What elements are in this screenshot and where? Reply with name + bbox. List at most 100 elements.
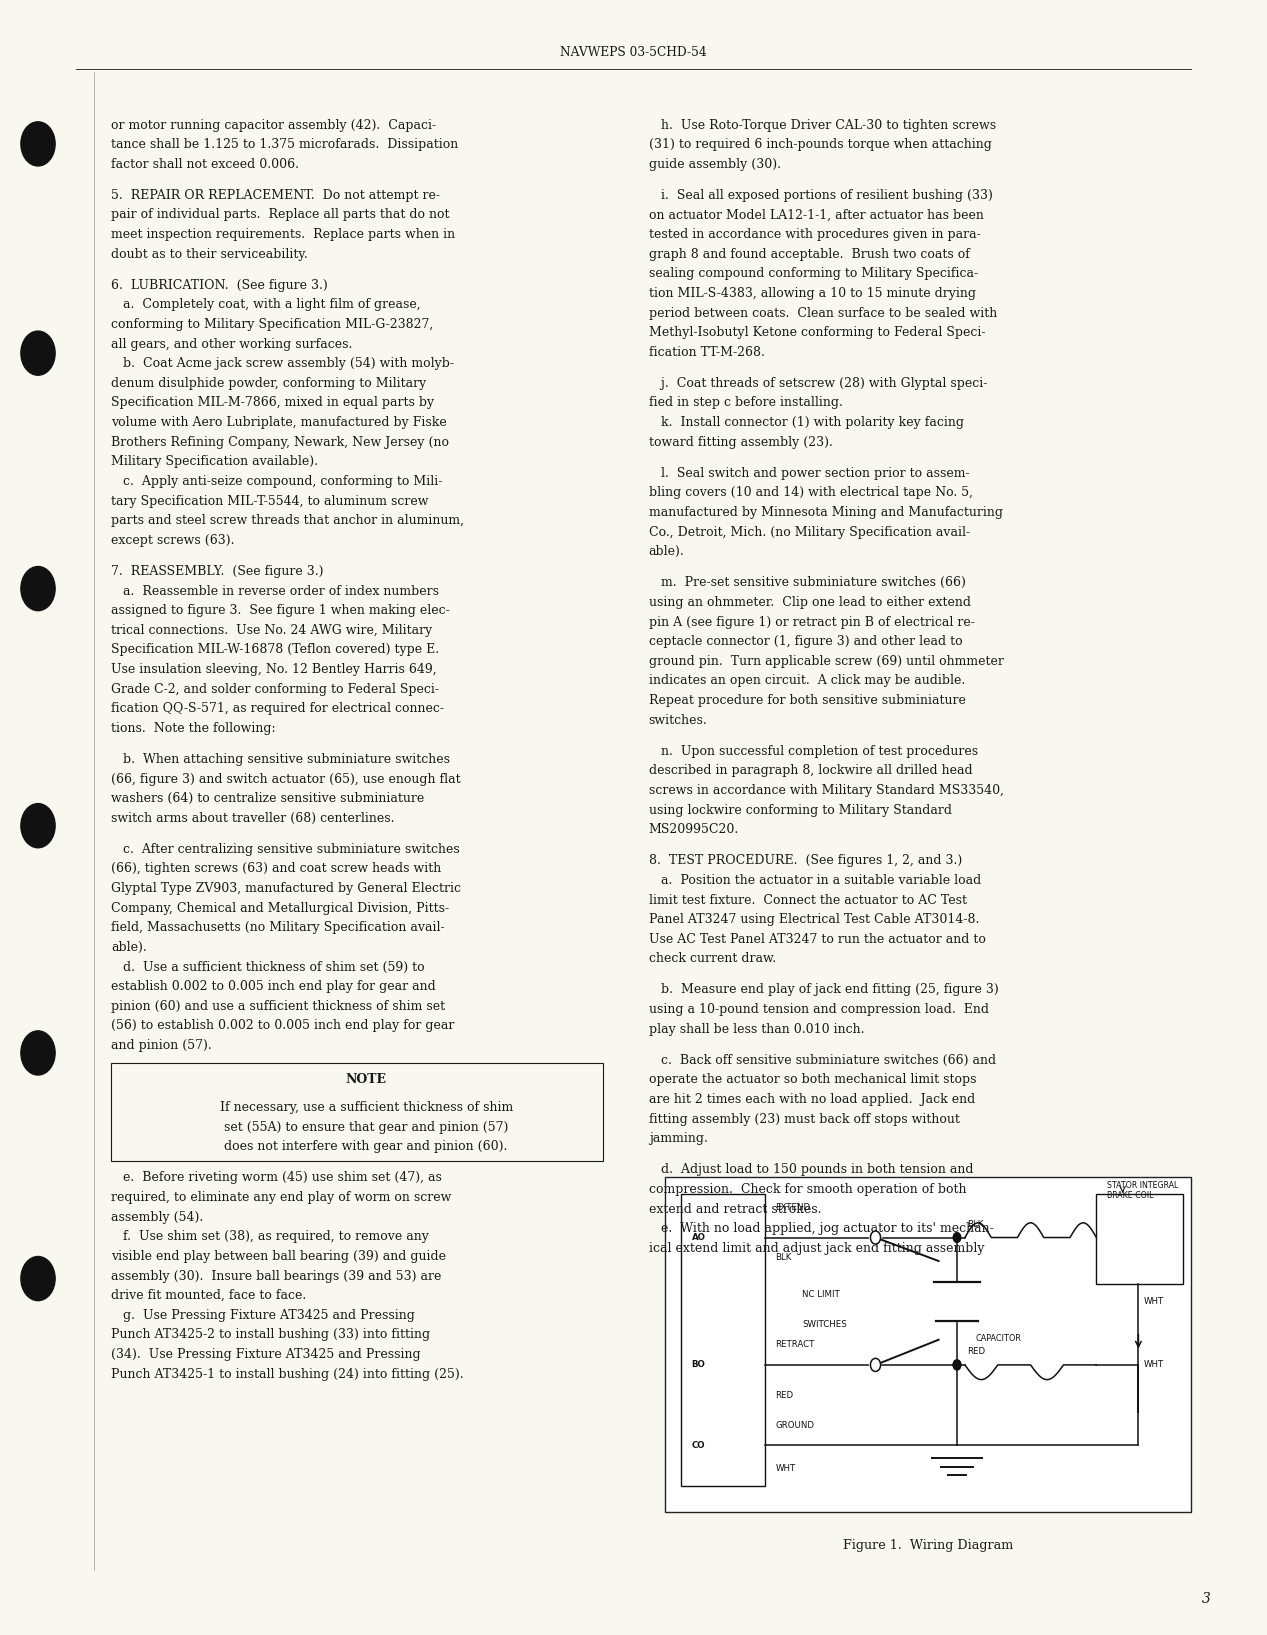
Text: drive fit mounted, face to face.: drive fit mounted, face to face. [111, 1288, 307, 1301]
Text: ical extend limit and adjust jack end fitting assembly: ical extend limit and adjust jack end fi… [649, 1243, 984, 1254]
Text: fication QQ-S-571, as required for electrical connec-: fication QQ-S-571, as required for elect… [111, 703, 445, 714]
Text: g.  Use Pressing Fixture AT3425 and Pressing: g. Use Pressing Fixture AT3425 and Press… [111, 1308, 416, 1321]
Text: visible end play between ball bearing (39) and guide: visible end play between ball bearing (3… [111, 1249, 446, 1262]
Text: pinion (60) and use a sufficient thickness of shim set: pinion (60) and use a sufficient thickne… [111, 999, 446, 1012]
Text: 7.  REASSEMBLY.  (See figure 3.): 7. REASSEMBLY. (See figure 3.) [111, 566, 324, 577]
Text: fication TT-M-268.: fication TT-M-268. [649, 345, 764, 358]
Circle shape [953, 1233, 960, 1243]
Text: Punch AT3425-1 to install bushing (24) into fitting (25).: Punch AT3425-1 to install bushing (24) i… [111, 1367, 464, 1380]
Text: tions.  Note the following:: tions. Note the following: [111, 721, 276, 734]
Text: Glyptal Type ZV903, manufactured by General Electric: Glyptal Type ZV903, manufactured by Gene… [111, 881, 461, 894]
Text: indicates an open circuit.  A click may be audible.: indicates an open circuit. A click may b… [649, 674, 965, 687]
Text: WHT: WHT [775, 1465, 796, 1473]
Text: extend and retract strokes.: extend and retract strokes. [649, 1202, 821, 1215]
Text: (66, figure 3) and switch actuator (65), use enough flat: (66, figure 3) and switch actuator (65),… [111, 773, 461, 785]
Text: a.  Position the actuator in a suitable variable load: a. Position the actuator in a suitable v… [649, 873, 981, 886]
Text: Specification MIL-W-16878 (Teflon covered) type E.: Specification MIL-W-16878 (Teflon covere… [111, 643, 440, 656]
Text: Specification MIL-M-7866, mixed in equal parts by: Specification MIL-M-7866, mixed in equal… [111, 397, 435, 409]
Text: fied in step c before installing.: fied in step c before installing. [649, 397, 843, 409]
Text: screws in accordance with Military Standard MS33540,: screws in accordance with Military Stand… [649, 785, 1003, 796]
Text: tary Specification MIL-T-5544, to aluminum screw: tary Specification MIL-T-5544, to alumin… [111, 494, 430, 507]
Text: b.  Measure end play of jack end fitting (25, figure 3): b. Measure end play of jack end fitting … [649, 983, 998, 996]
Text: play shall be less than 0.010 inch.: play shall be less than 0.010 inch. [649, 1024, 864, 1035]
Text: GROUND: GROUND [775, 1421, 815, 1429]
Text: using lockwire conforming to Military Standard: using lockwire conforming to Military St… [649, 804, 952, 816]
Text: (31) to required 6 inch-pounds torque when attaching: (31) to required 6 inch-pounds torque wh… [649, 137, 992, 150]
Text: using an ohmmeter.  Clip one lead to either extend: using an ohmmeter. Clip one lead to eith… [649, 597, 971, 608]
Text: BLK: BLK [775, 1252, 792, 1262]
Text: WHT: WHT [1144, 1297, 1164, 1306]
Text: switch arms about traveller (68) centerlines.: switch arms about traveller (68) centerl… [111, 811, 395, 824]
Text: washers (64) to centralize sensitive subminiature: washers (64) to centralize sensitive sub… [111, 791, 424, 804]
Text: d.  Adjust load to 150 pounds in both tension and: d. Adjust load to 150 pounds in both ten… [649, 1164, 973, 1176]
Text: fitting assembly (23) must back off stops without: fitting assembly (23) must back off stop… [649, 1112, 959, 1125]
Text: f.  Use shim set (38), as required, to remove any: f. Use shim set (38), as required, to re… [111, 1230, 430, 1243]
Text: RED: RED [775, 1390, 793, 1400]
Text: Panel AT3247 using Electrical Test Cable AT3014-8.: Panel AT3247 using Electrical Test Cable… [649, 912, 979, 925]
Bar [1096, 1194, 1183, 1285]
Text: Brothers Refining Company, Newark, New Jersey (no: Brothers Refining Company, Newark, New J… [111, 435, 450, 448]
Text: establish 0.002 to 0.005 inch end play for gear and: establish 0.002 to 0.005 inch end play f… [111, 979, 436, 992]
Text: CAPACITOR: CAPACITOR [976, 1334, 1021, 1342]
Text: SWITCHES: SWITCHES [802, 1319, 846, 1329]
Text: m.  Pre-set sensitive subminiature switches (66): m. Pre-set sensitive subminiature switch… [649, 576, 965, 589]
Text: ground pin.  Turn applicable screw (69) until ohmmeter: ground pin. Turn applicable screw (69) u… [649, 654, 1003, 667]
Text: NAVWEPS 03-5CHD-54: NAVWEPS 03-5CHD-54 [560, 46, 707, 59]
Circle shape [20, 1030, 56, 1076]
Bar [665, 1177, 1191, 1512]
Circle shape [20, 330, 56, 374]
Text: (56) to establish 0.002 to 0.005 inch end play for gear: (56) to establish 0.002 to 0.005 inch en… [111, 1020, 455, 1032]
Text: field, Massachusetts (no Military Specification avail-: field, Massachusetts (no Military Specif… [111, 921, 445, 934]
Text: e.  Before riveting worm (45) use shim set (47), as: e. Before riveting worm (45) use shim se… [111, 1171, 442, 1184]
Text: BO: BO [692, 1360, 706, 1370]
Text: sealing compound conforming to Military Specifica-: sealing compound conforming to Military … [649, 267, 978, 280]
Text: Punch AT3425-2 to install bushing (33) into fitting: Punch AT3425-2 to install bushing (33) i… [111, 1328, 431, 1341]
Bar [111, 1063, 603, 1161]
Text: parts and steel screw threads that anchor in aluminum,: parts and steel screw threads that ancho… [111, 513, 465, 526]
Text: l.  Seal switch and power section prior to assem-: l. Seal switch and power section prior t… [649, 466, 969, 479]
Text: switches.: switches. [649, 713, 707, 726]
Text: and pinion (57).: and pinion (57). [111, 1040, 213, 1051]
Text: 8.  TEST PROCEDURE.  (See figures 1, 2, and 3.): 8. TEST PROCEDURE. (See figures 1, 2, an… [649, 853, 962, 867]
Text: conforming to Military Specification MIL-G-23827,: conforming to Military Specification MIL… [111, 317, 433, 330]
Text: volume with Aero Lubriplate, manufactured by Fiske: volume with Aero Lubriplate, manufacture… [111, 415, 447, 428]
Text: toward fitting assembly (23).: toward fitting assembly (23). [649, 435, 832, 448]
Text: Company, Chemical and Metallurgical Division, Pitts-: Company, Chemical and Metallurgical Divi… [111, 901, 450, 914]
Text: jamming.: jamming. [649, 1131, 707, 1144]
Text: WHT: WHT [1144, 1360, 1164, 1370]
Text: Methyl-Isobutyl Ketone conforming to Federal Speci-: Methyl-Isobutyl Ketone conforming to Fed… [649, 327, 986, 338]
Text: b.  Coat Acme jack screw assembly (54) with molyb-: b. Coat Acme jack screw assembly (54) wi… [111, 358, 455, 370]
Text: c.  Back off sensitive subminiature switches (66) and: c. Back off sensitive subminiature switc… [649, 1053, 996, 1066]
Text: compression.  Check for smooth operation of both: compression. Check for smooth operation … [649, 1184, 967, 1195]
Text: c.  Apply anti-seize compound, conforming to Mili-: c. Apply anti-seize compound, conforming… [111, 474, 443, 487]
Text: trical connections.  Use No. 24 AWG wire, Military: trical connections. Use No. 24 AWG wire,… [111, 623, 433, 636]
Text: or motor running capacitor assembly (42).  Capaci-: or motor running capacitor assembly (42)… [111, 119, 437, 131]
Text: Military Specification available).: Military Specification available). [111, 455, 318, 468]
Text: tance shall be 1.125 to 1.375 microfarads.  Dissipation: tance shall be 1.125 to 1.375 microfarad… [111, 137, 459, 150]
Circle shape [870, 1231, 881, 1244]
Circle shape [20, 567, 56, 610]
Text: on actuator Model LA12-1-1, after actuator has been: on actuator Model LA12-1-1, after actuat… [649, 208, 983, 221]
Text: Repeat procedure for both sensitive subminiature: Repeat procedure for both sensitive subm… [649, 693, 965, 706]
Circle shape [20, 1256, 56, 1301]
Text: BRAKE COIL: BRAKE COIL [1107, 1192, 1153, 1200]
Text: If necessary, use a sufficient thickness of shim: If necessary, use a sufficient thickness… [219, 1102, 513, 1113]
Text: required, to eliminate any end play of worm on screw: required, to eliminate any end play of w… [111, 1190, 452, 1203]
Text: able).: able). [111, 940, 147, 953]
Text: assembly (54).: assembly (54). [111, 1210, 204, 1223]
Text: Use insulation sleeving, No. 12 Bentley Harris 649,: Use insulation sleeving, No. 12 Bentley … [111, 664, 437, 675]
Text: CO: CO [692, 1440, 704, 1450]
Text: (66), tighten screws (63) and coat screw heads with: (66), tighten screws (63) and coat screw… [111, 863, 442, 875]
Text: set (55A) to ensure that gear and pinion (57): set (55A) to ensure that gear and pinion… [224, 1122, 508, 1133]
Text: operate the actuator so both mechanical limit stops: operate the actuator so both mechanical … [649, 1073, 976, 1086]
Text: n.  Upon successful completion of test procedures: n. Upon successful completion of test pr… [649, 746, 978, 757]
Circle shape [20, 121, 56, 165]
Text: Figure 1.  Wiring Diagram: Figure 1. Wiring Diagram [843, 1539, 1014, 1552]
Text: BLK: BLK [968, 1220, 984, 1228]
Text: meet inspection requirements.  Replace parts when in: meet inspection requirements. Replace pa… [111, 227, 456, 240]
Text: pin A (see figure 1) or retract pin B of electrical re-: pin A (see figure 1) or retract pin B of… [649, 615, 974, 628]
Text: Grade C-2, and solder conforming to Federal Speci-: Grade C-2, and solder conforming to Fede… [111, 683, 440, 695]
Text: i.  Seal all exposed portions of resilient bushing (33): i. Seal all exposed portions of resilien… [649, 190, 992, 201]
Text: guide assembly (30).: guide assembly (30). [649, 159, 780, 170]
Text: RETRACT: RETRACT [775, 1341, 815, 1349]
